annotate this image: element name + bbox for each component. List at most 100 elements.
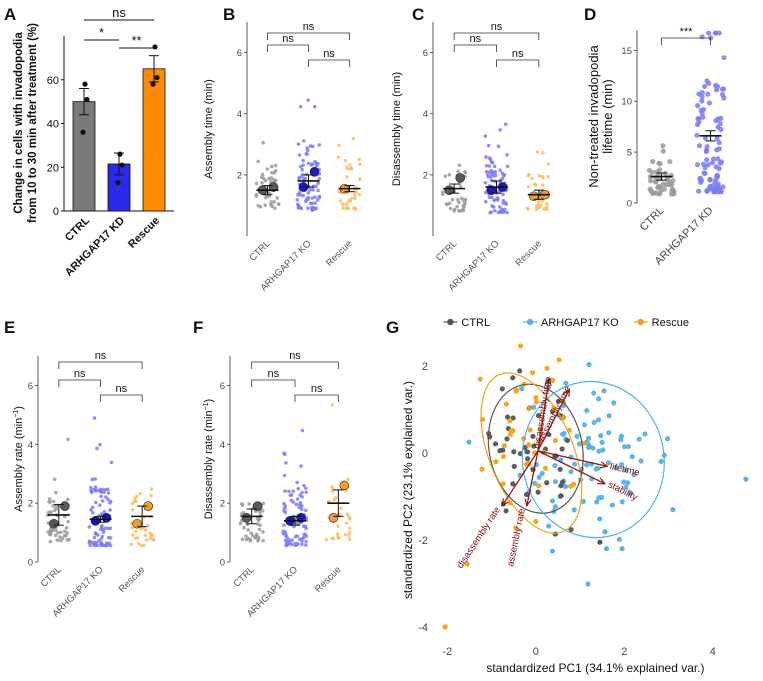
pca-point [511,463,517,470]
data-point [261,538,265,543]
pca-point [584,408,590,414]
data-point [345,512,350,516]
data-point [103,526,108,531]
data-point [306,98,310,102]
data-point [301,177,306,181]
data-point [330,485,334,489]
data-point [308,201,313,206]
data-point [151,537,156,542]
data-point [704,78,710,84]
pca-point [508,428,514,434]
data-point [452,207,457,212]
y-tick-label: 60 [47,75,59,87]
pca-point [627,490,633,496]
pca-point [611,400,617,406]
pca-point [563,380,569,386]
data-point [484,169,489,174]
pca-point [513,387,520,393]
data-point [498,168,502,172]
data-point [535,150,540,154]
pca-point [500,453,507,460]
data-point [485,172,490,177]
data-point [303,508,308,513]
pca-point [594,465,601,472]
data-point [59,530,63,535]
panel-label-d: D [584,5,596,24]
pca-point [619,499,625,505]
pca-point [596,396,602,402]
y-tick-label: 10 [621,97,632,108]
data-point [297,505,301,510]
pca-point [599,439,605,446]
data-point [47,499,51,504]
replicate-point [80,129,86,135]
panel-a-bar-chart: 0 20 40 60 Change in cells with invadopodia f… [13,5,174,279]
replicate-point [150,81,156,87]
pca-point [513,525,519,531]
data-point [265,167,270,171]
data-point [312,104,317,109]
data-point [532,182,537,186]
data-point [104,495,108,499]
x-tick-label: CTRL [434,238,459,263]
data-point [488,210,492,215]
pca-point [493,459,499,465]
data-point [540,151,545,155]
data-point [341,202,345,207]
data-point [282,473,287,478]
replicate-mean-point [60,501,70,511]
data-point [648,178,654,184]
replicate-mean-point [101,513,112,523]
y-tick-label: 6 [423,48,428,59]
data-point [298,104,303,109]
data-point [707,177,713,183]
data-point [256,159,260,164]
data-point [296,202,300,207]
data-point [316,161,320,166]
data-point [353,196,357,201]
pca-point [571,507,577,513]
data-point [54,507,59,511]
data-point [353,189,357,194]
data-point [493,170,498,174]
replicate-mean-point [49,518,59,529]
confidence-ellipse [480,372,583,534]
data-point [305,152,309,156]
data-point [718,159,725,165]
data-point [660,148,666,154]
data-point [261,501,266,506]
data-point [712,30,718,36]
data-point [286,538,291,542]
data-point [92,535,97,540]
panel-label-a: A [4,5,16,24]
data-point [130,525,135,530]
data-point [540,183,545,187]
data-point [714,173,721,180]
data-point [282,523,286,527]
data-point [301,158,305,163]
pca-point [479,466,485,472]
data-point [301,524,306,529]
data-point [283,538,288,543]
x-tick-label: CTRL [63,214,92,243]
data-point [138,491,142,496]
data-point [455,204,459,209]
data-point [293,543,298,548]
y-axis-label: standardized PC2 (23.1% explained var.) [401,381,415,599]
data-point [96,539,101,543]
data-point [133,536,138,541]
data-point [301,163,305,167]
data-point [144,538,149,542]
significance-bracket [267,32,350,40]
legend-label: CTRL [461,317,490,329]
data-point [51,528,56,533]
pca-outlier-point [619,546,625,552]
data-point [457,163,462,168]
data-point [276,202,281,206]
significance-bracket [661,37,711,45]
data-point [52,477,57,482]
data-point [242,525,246,530]
data-point [704,157,710,163]
data-point [699,34,705,40]
